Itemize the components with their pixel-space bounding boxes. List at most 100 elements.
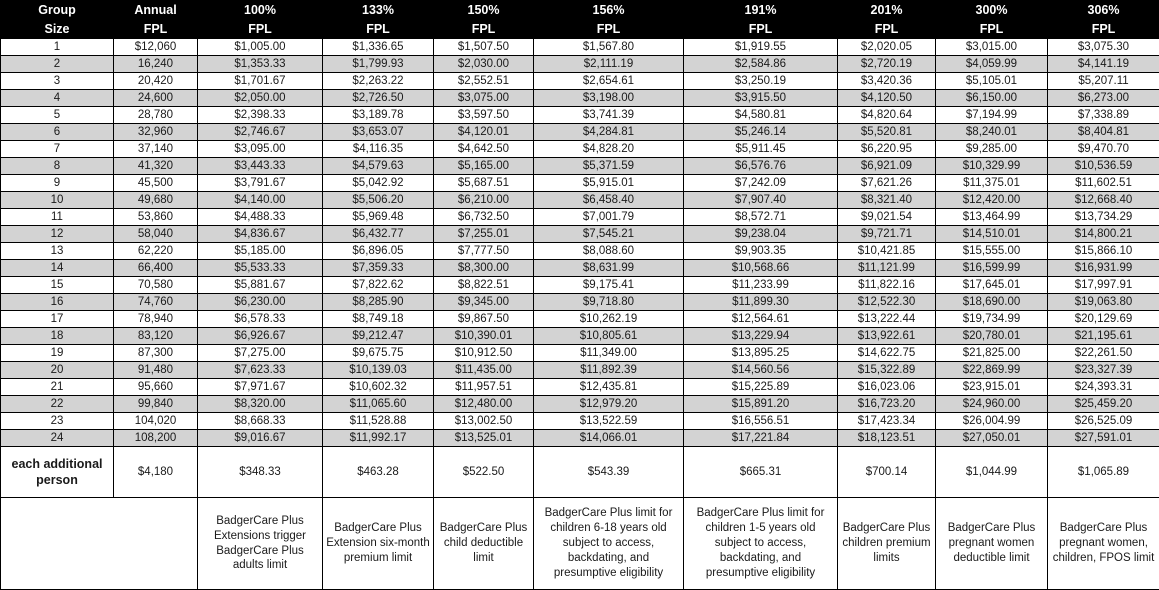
table-row: 19 87,300 $7,275.00 $9,675.75 $10,912.50 $11,… (0, 344, 1159, 362)
table-row: 23 104,020 $8,668.33 $11,528.88 $13,002.50 $1… (0, 412, 1159, 430)
value-cell: $9,721.71 (837, 225, 936, 243)
footer-desc-150-fpl: BadgerCare Plus child deductible limit (433, 497, 534, 590)
value-cell: $6,921.09 (837, 157, 936, 175)
value-cell: $3,075.00 (433, 89, 534, 107)
table-row: 5 28,780 $2,398.33 $3,189.78 $3,597.50 $3,741… (0, 106, 1159, 124)
value-cell: $5,506.20 (322, 191, 434, 209)
value-cell: $6,220.95 (837, 140, 936, 158)
value-cell: 91,480 (113, 361, 198, 379)
value-cell: $17,645.01 (935, 276, 1048, 294)
value-cell: $2,584.86 (683, 55, 838, 73)
group-size-cell: 13 (0, 242, 114, 260)
value-cell: $11,822.16 (837, 276, 936, 294)
value-cell: $8,300.00 (433, 259, 534, 277)
column-description-row: BadgerCare Plus Extensions trigger Badge… (0, 497, 1159, 590)
value-cell: $6,576.76 (683, 157, 838, 175)
group-size-cell: 14 (0, 259, 114, 277)
value-cell: $5,533.33 (197, 259, 323, 277)
value-cell: $9,285.00 (935, 140, 1048, 158)
value-cell: $5,911.45 (683, 140, 838, 158)
value-cell: $11,528.88 (322, 412, 434, 430)
value-cell: $7,777.50 (433, 242, 534, 260)
value-cell: $6,896.05 (322, 242, 434, 260)
header-cell-133-fpl: 133% FPL (322, 0, 434, 39)
value-cell: $7,194.99 (935, 106, 1048, 124)
value-cell: $8,404.81 (1047, 123, 1159, 141)
group-size-cell: 17 (0, 310, 114, 328)
group-size-cell: 22 (0, 395, 114, 413)
value-cell: 95,660 (113, 378, 198, 396)
value-cell: $5,042.92 (322, 174, 434, 192)
value-cell: 78,940 (113, 310, 198, 328)
value-cell: $13,222.44 (837, 310, 936, 328)
group-size-cell: 18 (0, 327, 114, 345)
footer-desc-201-fpl: BadgerCare Plus children premium limits (837, 497, 936, 590)
value-cell: $9,016.67 (197, 429, 323, 447)
footer-desc-133-fpl: BadgerCare Plus Extension six-month prem… (322, 497, 434, 590)
value-cell: $13,229.94 (683, 327, 838, 345)
value-cell: $13,895.25 (683, 344, 838, 362)
value-cell: $3,443.33 (197, 157, 323, 175)
value-cell: 58,040 (113, 225, 198, 243)
value-cell: $5,105.01 (935, 72, 1048, 90)
value-cell: $5,969.48 (322, 208, 434, 226)
value-cell: $4,836.67 (197, 225, 323, 243)
value-cell: $7,545.21 (533, 225, 684, 243)
value-cell: $18,690.00 (935, 293, 1048, 311)
value-cell: $2,552.51 (433, 72, 534, 90)
value-cell: 28,780 (113, 106, 198, 124)
value-cell: $1,353.33 (197, 55, 323, 73)
value-cell: $2,654.61 (533, 72, 684, 90)
value-cell: $1,919.55 (683, 38, 838, 56)
value-cell: 20,420 (113, 72, 198, 90)
value-cell: $26,004.99 (935, 412, 1048, 430)
value-cell: $6,230.00 (197, 293, 323, 311)
table-row: 2 16,240 $1,353.33 $1,799.93 $2,030.00 $2,111… (0, 55, 1159, 73)
value-cell: 104,020 (113, 412, 198, 430)
additional-person-value: $1,065.89 (1047, 446, 1159, 498)
table-row: 12 58,040 $4,836.67 $6,432.77 $7,255.01 $7,54… (0, 225, 1159, 243)
value-cell: $9,212.47 (322, 327, 434, 345)
value-cell: $10,912.50 (433, 344, 534, 362)
value-cell: $3,015.00 (935, 38, 1048, 56)
value-cell: $6,150.00 (935, 89, 1048, 107)
value-cell: $2,726.50 (322, 89, 434, 107)
group-size-cell: 19 (0, 344, 114, 362)
value-cell: $7,359.33 (322, 259, 434, 277)
value-cell: $9,675.75 (322, 344, 434, 362)
value-cell: $15,555.00 (935, 242, 1048, 260)
additional-person-value: $463.28 (322, 446, 434, 498)
value-cell: $1,799.93 (322, 55, 434, 73)
value-cell: $16,599.99 (935, 259, 1048, 277)
additional-person-value: $348.33 (197, 446, 323, 498)
value-cell: $11,065.60 (322, 395, 434, 413)
value-cell: $11,899.30 (683, 293, 838, 311)
value-cell: $9,903.35 (683, 242, 838, 260)
value-cell: $15,866.10 (1047, 242, 1159, 260)
value-cell: $6,578.33 (197, 310, 323, 328)
value-cell: 66,400 (113, 259, 198, 277)
value-cell: $4,120.01 (433, 123, 534, 141)
table-row: 1 $12,060 $1,005.00 $1,336.65 $1,507.50 $1,56… (0, 38, 1159, 56)
group-size-cell: 12 (0, 225, 114, 243)
value-cell: $9,718.80 (533, 293, 684, 311)
value-cell: $11,233.99 (683, 276, 838, 294)
header-cell-300-fpl: 300% FPL (935, 0, 1048, 39)
value-cell: $7,338.89 (1047, 106, 1159, 124)
table-row: 15 70,580 $5,881.67 $7,822.62 $8,822.51 $9,17… (0, 276, 1159, 294)
group-size-cell: 11 (0, 208, 114, 226)
table-row: 16 74,760 $6,230.00 $8,285.90 $9,345.00 $9,71… (0, 293, 1159, 311)
value-cell: $13,922.61 (837, 327, 936, 345)
value-cell: $5,881.67 (197, 276, 323, 294)
value-cell: $2,746.67 (197, 123, 323, 141)
value-cell: $23,327.39 (1047, 361, 1159, 379)
value-cell: 108,200 (113, 429, 198, 447)
footer-desc-100-fpl: BadgerCare Plus Extensions trigger Badge… (197, 497, 323, 590)
value-cell: $13,464.99 (935, 208, 1048, 226)
table-summary: each additional person $4,180 $348.33 $4… (0, 446, 1159, 590)
additional-person-value: $543.39 (533, 446, 684, 498)
value-cell: $9,345.00 (433, 293, 534, 311)
additional-person-row: each additional person $4,180 $348.33 $4… (0, 446, 1159, 498)
value-cell: $24,960.00 (935, 395, 1048, 413)
value-cell: $4,116.35 (322, 140, 434, 158)
